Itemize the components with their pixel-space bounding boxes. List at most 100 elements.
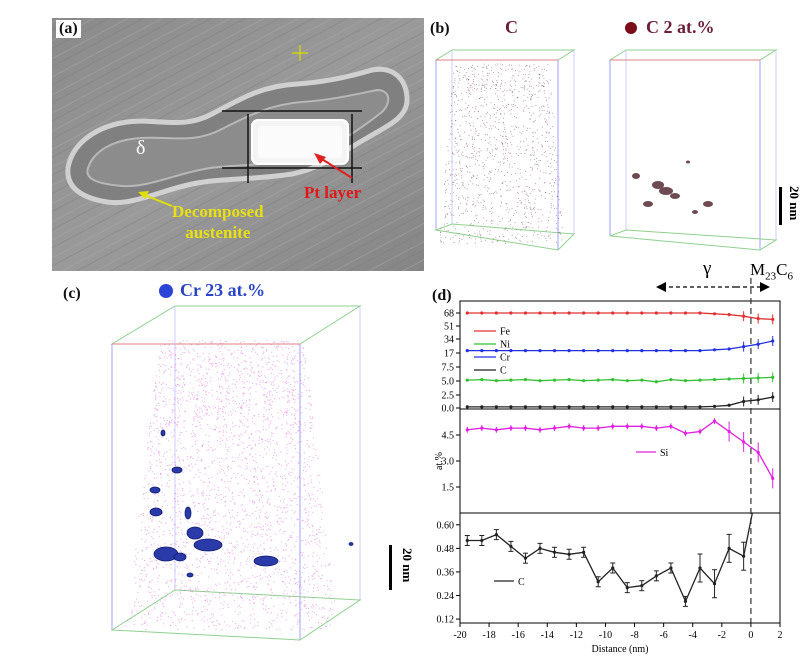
atom-point: [258, 489, 261, 491]
data-point-c: [669, 405, 673, 409]
carbon-atom: [516, 237, 518, 239]
carbon-atom: [468, 90, 470, 92]
atom-point: [151, 446, 153, 448]
atom-point: [291, 509, 293, 511]
carbon-atom: [510, 141, 512, 143]
atom-point: [301, 496, 303, 498]
carbon-atom: [523, 125, 525, 127]
carbon-atom: [486, 103, 488, 105]
carbon-atom: [505, 142, 506, 144]
atom-point: [303, 384, 305, 386]
atom-point: [262, 441, 264, 443]
atom-point: [268, 626, 270, 628]
atom-point: [252, 550, 254, 552]
atom-point: [155, 436, 157, 438]
atom-point: [270, 524, 272, 526]
carbon-atom: [453, 102, 455, 103]
atom-point: [290, 579, 292, 581]
atom-point: [172, 535, 174, 537]
atom-point: [147, 586, 150, 588]
atom-point: [221, 353, 223, 355]
atom-point: [300, 602, 302, 604]
atom-point: [177, 392, 179, 394]
atom-point: [293, 469, 295, 471]
atom-point: [280, 476, 282, 478]
atom-point: [218, 407, 220, 409]
carbon-atom: [465, 203, 467, 205]
atom-point: [184, 347, 186, 349]
atom-point: [290, 535, 292, 537]
atom-point: [314, 569, 316, 571]
atom-point: [200, 417, 202, 420]
series-line-fe: [467, 312, 773, 321]
atom-point: [296, 623, 298, 625]
atom-point: [270, 623, 273, 625]
atom-point: [229, 516, 232, 519]
atom-point: [143, 622, 145, 625]
carbon-atom: [503, 94, 505, 96]
atom-point: [289, 535, 291, 537]
atom-point: [232, 439, 234, 441]
atom-point: [225, 572, 227, 574]
atom-point: [298, 441, 300, 443]
atom-point: [236, 444, 238, 446]
atom-point: [292, 394, 294, 396]
atom-point: [299, 584, 301, 586]
carbon-atom: [465, 72, 467, 74]
atom-point: [228, 446, 230, 448]
atom-point: [204, 481, 206, 483]
atom-point: [178, 507, 180, 509]
carbon-atom: [489, 117, 491, 119]
atom-point: [240, 352, 242, 354]
atom-point: [281, 373, 283, 375]
carbon-atom: [541, 85, 543, 87]
atom-point: [220, 342, 222, 344]
atom-point: [202, 490, 204, 492]
atom-point: [306, 518, 308, 520]
carbon-atom: [498, 169, 499, 171]
atom-point: [302, 520, 304, 522]
atom-point: [294, 590, 296, 592]
atom-point: [180, 403, 182, 405]
carbon-atom: [543, 90, 545, 92]
atom-point: [311, 578, 313, 580]
atom-point: [248, 555, 250, 557]
atom-point: [291, 440, 293, 442]
carbon-atom: [456, 95, 457, 97]
atom-point: [192, 591, 194, 593]
atom-point: [240, 596, 242, 598]
atom-point: [182, 352, 184, 354]
atom-point: [301, 540, 303, 542]
data-point-c: [654, 405, 658, 409]
carbon-atom: [481, 84, 483, 86]
atom-point: [295, 498, 297, 500]
carbon-atom: [483, 200, 485, 202]
carbon-atom: [528, 91, 530, 93]
carbon-atom: [540, 209, 542, 211]
atom-point: [280, 573, 282, 576]
atom-point: [262, 420, 264, 422]
atom-point: [192, 457, 194, 460]
atom-point: [196, 416, 198, 418]
atom-point: [240, 505, 242, 507]
atom-point: [216, 501, 218, 503]
carbon-atom: [474, 150, 476, 152]
atom-point: [190, 432, 192, 434]
atom-point: [172, 340, 174, 342]
atom-point: [294, 402, 296, 404]
atom-point: [290, 602, 292, 604]
carbon-atom: [510, 133, 512, 135]
atom-point: [272, 439, 274, 442]
atom-point: [245, 361, 247, 363]
atom-point: [175, 500, 177, 503]
atom-point: [215, 425, 217, 427]
carbon-atom: [495, 236, 497, 238]
atom-point: [180, 550, 182, 552]
atom-point: [280, 370, 282, 372]
atom-point: [176, 401, 178, 403]
atom-point: [145, 529, 147, 531]
carbon-atom: [474, 242, 476, 244]
atom-point: [208, 562, 210, 564]
atom-point: [208, 414, 210, 416]
carbon-atom: [545, 192, 547, 194]
